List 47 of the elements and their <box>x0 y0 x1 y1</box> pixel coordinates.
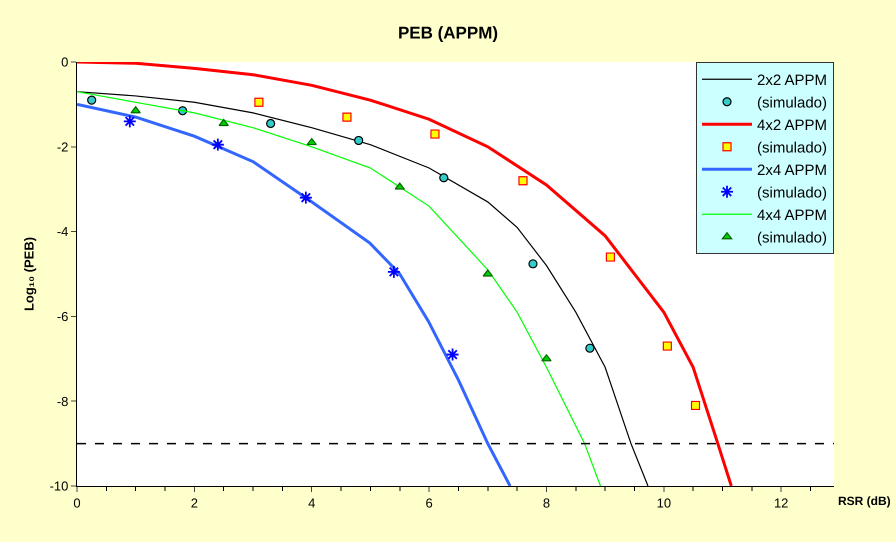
point <box>210 138 225 152</box>
x-tick-label: 10 <box>656 496 672 511</box>
x-axis-title: RSR (dB) <box>838 494 891 508</box>
point <box>606 252 616 262</box>
point <box>218 118 229 126</box>
point <box>662 341 672 351</box>
point <box>254 98 264 107</box>
point <box>122 114 137 128</box>
y-axis-title: Log₁₀ (PEB) <box>22 236 37 312</box>
point <box>87 96 96 105</box>
point <box>482 269 493 277</box>
x-tick-label: 8 <box>542 496 550 511</box>
point <box>298 190 313 205</box>
legend-label: (simulado) <box>757 94 828 112</box>
point <box>386 264 401 279</box>
y-tick-label: -2 <box>56 139 68 154</box>
point <box>354 136 364 146</box>
point <box>306 138 317 146</box>
legend-label: 2x4 APPM <box>757 162 828 180</box>
x-tick-label: 2 <box>190 496 198 511</box>
y-tick-label: -4 <box>56 224 68 240</box>
point <box>446 348 460 362</box>
y-tick-label: 0 <box>61 54 68 70</box>
chart-title: PEB (APPM) <box>398 23 498 42</box>
y-tick-label: -6 <box>56 308 68 324</box>
legend-label: (simulado) <box>757 230 828 247</box>
y-tick-label: -8 <box>56 394 68 409</box>
x-tick-label: 12 <box>774 496 788 511</box>
legend-label: (simulado) <box>757 184 828 202</box>
point <box>690 400 700 410</box>
legend-label: 2x2 APPM <box>757 72 828 90</box>
legend-label: (simulado) <box>757 140 828 157</box>
point <box>439 173 448 182</box>
point <box>430 129 440 139</box>
line-series <box>77 102 512 486</box>
point <box>342 112 352 122</box>
point <box>528 259 538 268</box>
x-tick-label: 4 <box>308 496 316 511</box>
x-tick-label: 6 <box>425 496 433 511</box>
legend-label: 4x4 APPM <box>757 207 828 224</box>
legend-label: 4x2 APPM <box>757 117 828 134</box>
point <box>585 344 594 353</box>
y-tick-label: -10 <box>50 478 68 494</box>
x-tick-label: 0 <box>73 496 81 511</box>
point <box>266 118 276 128</box>
point <box>518 176 528 186</box>
point <box>394 182 405 190</box>
